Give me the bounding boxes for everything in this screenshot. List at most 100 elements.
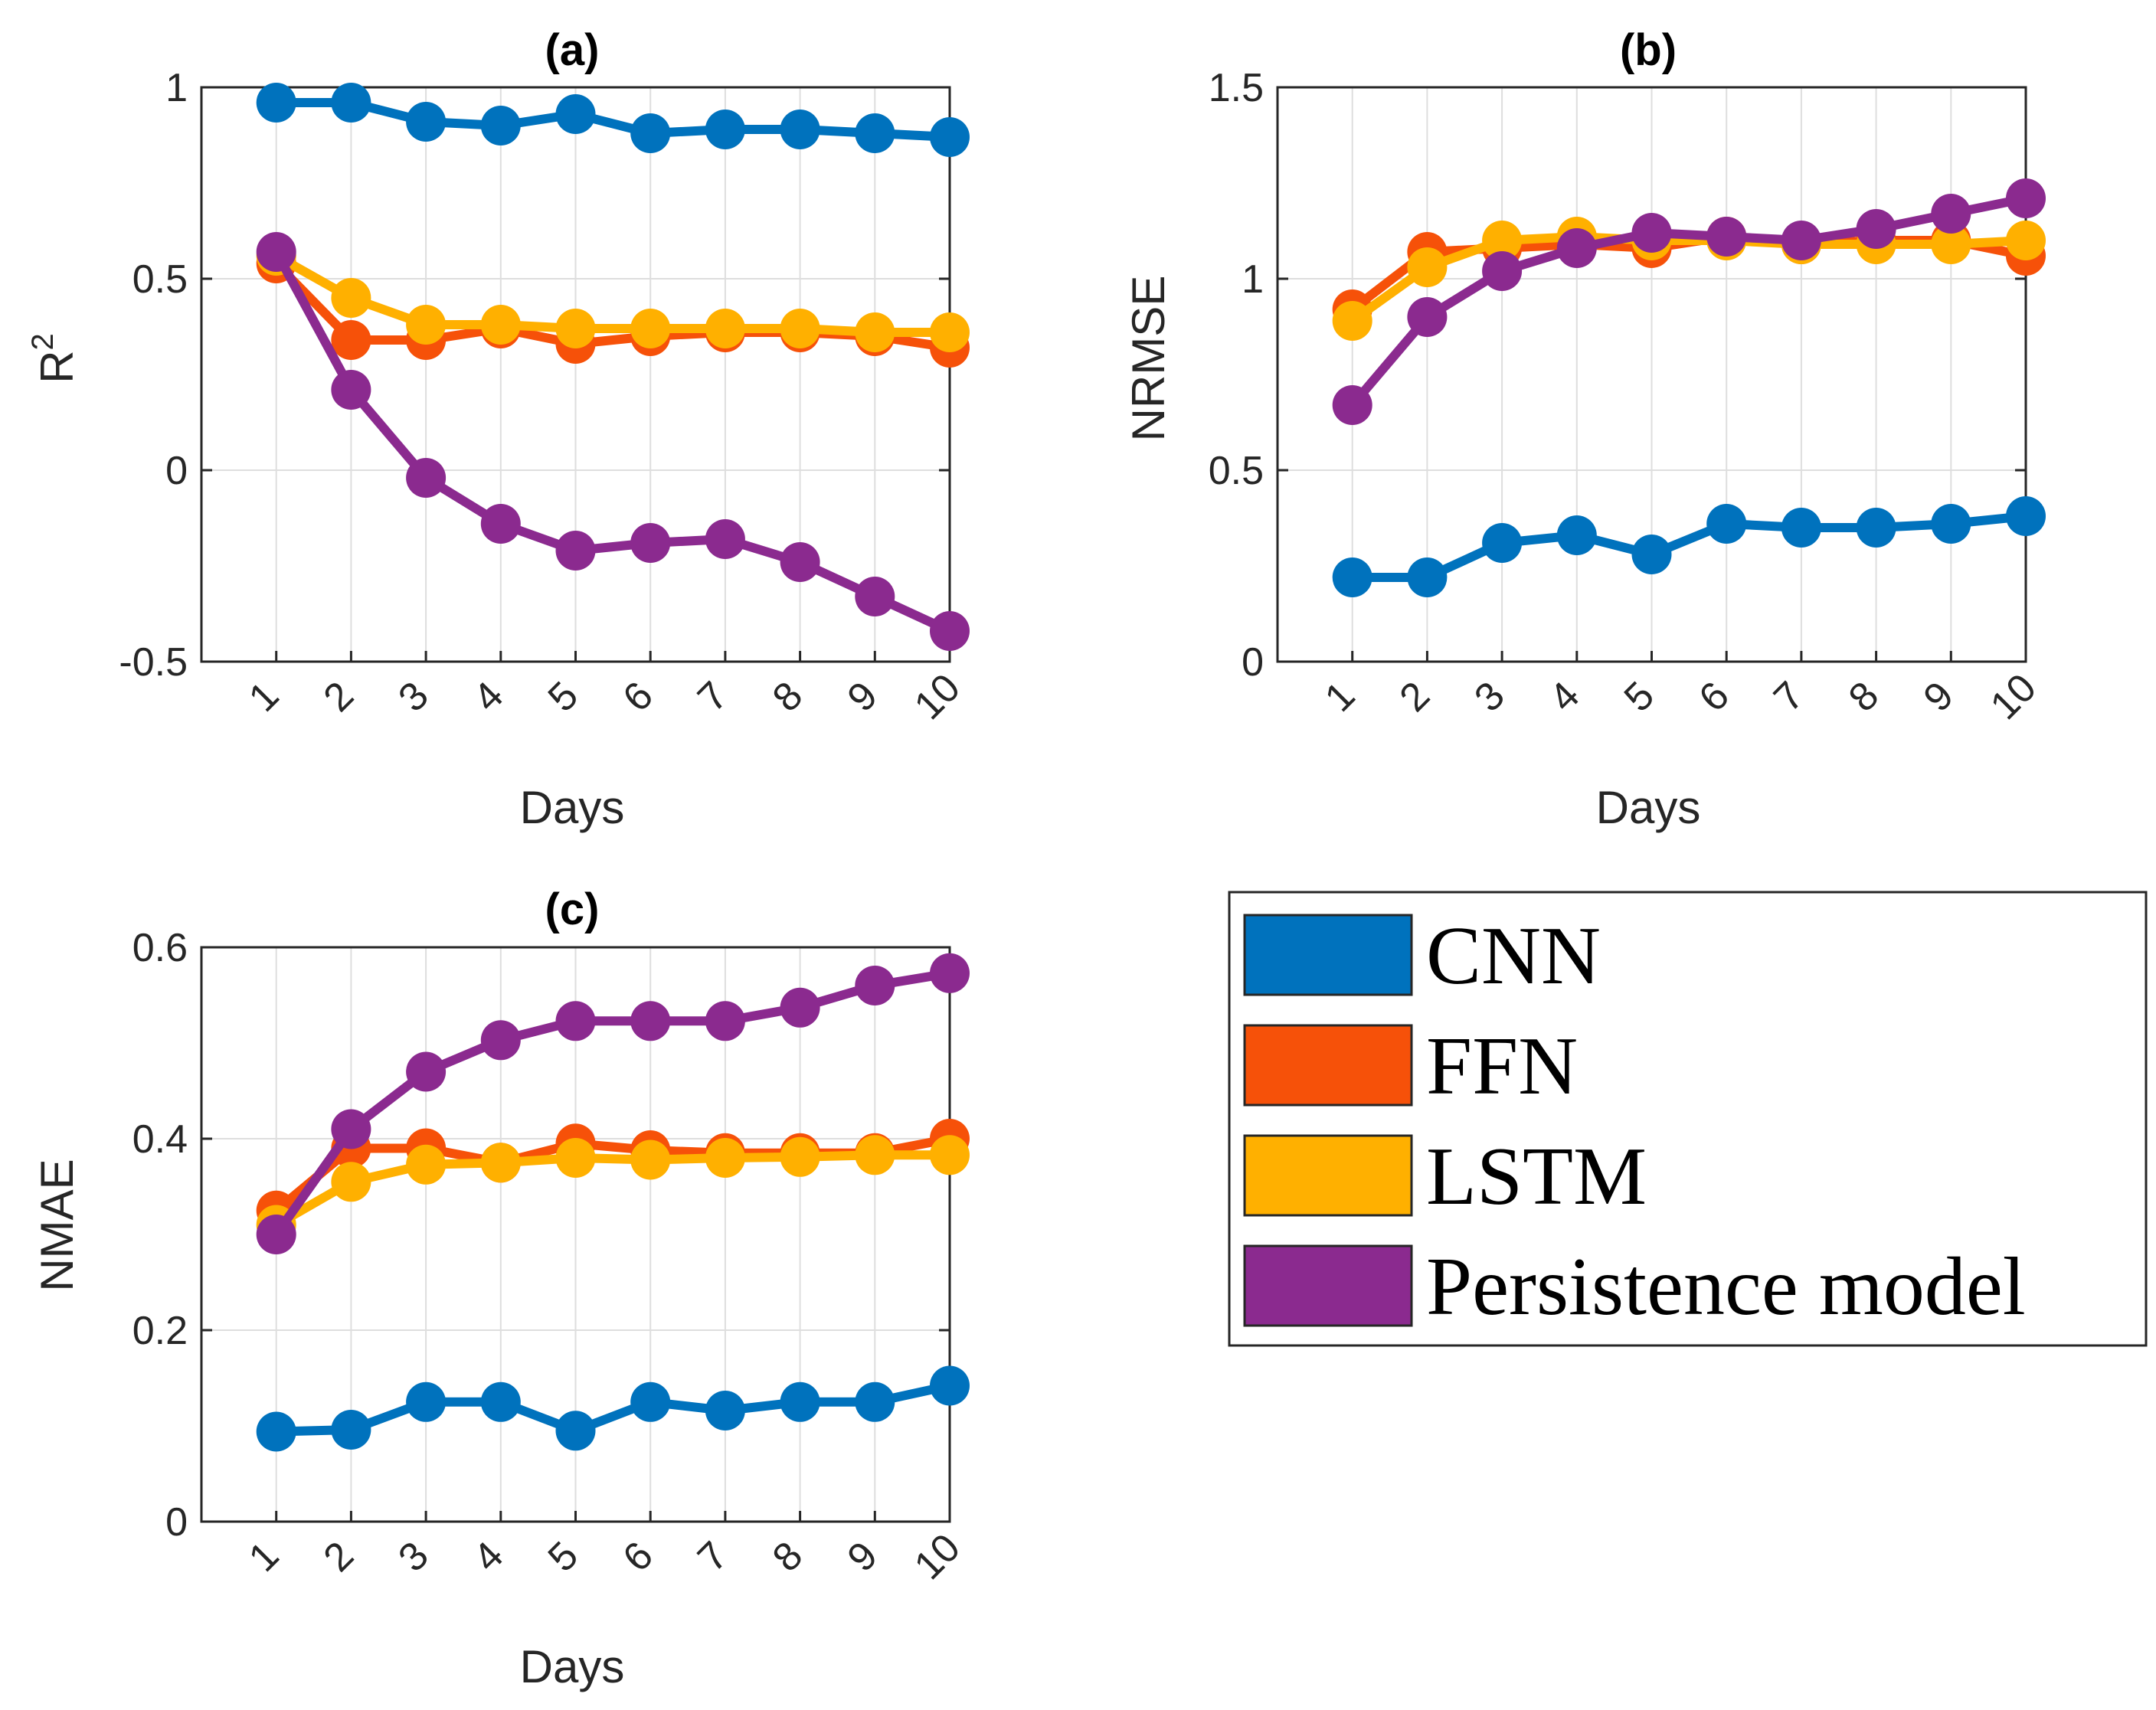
panel-a-point-persistence-model: [480, 504, 521, 544]
panel-b-point-persistence-model: [1931, 194, 1971, 234]
panel-a-xlabel: Days: [520, 782, 625, 833]
panel-a-point-lstm: [855, 312, 895, 352]
panel-b-point-persistence-model: [1631, 213, 1672, 253]
panel-b-point-lstm: [1482, 221, 1523, 260]
panel-a-point-cnn: [930, 117, 970, 157]
panel-a-xtick-label: 2: [316, 673, 362, 720]
panel-a-ytick-label: -0.5: [119, 640, 188, 685]
panel-b-xtick-label: 8: [1840, 673, 1887, 720]
panel-a-xtick-label: 4: [465, 673, 512, 720]
panel-a-ytick-label: 1: [165, 66, 188, 110]
panel-b-point-cnn: [1556, 515, 1597, 555]
panel-b-point-persistence-model: [1482, 251, 1523, 291]
panel-a-series-line-cnn: [271, 98, 954, 142]
panel-b-ytick-label: 0.5: [1209, 449, 1264, 493]
panel-a-point-cnn: [780, 110, 820, 149]
panel-b-point-persistence-model: [1332, 385, 1372, 425]
panel-b-point-cnn: [1482, 523, 1523, 563]
panel-c-xtick-label: 1: [240, 1533, 287, 1580]
panel-c-point-lstm: [406, 1144, 447, 1185]
panel-a-series-line-lstm: [271, 251, 954, 337]
panel-a-point-lstm: [630, 309, 671, 348]
panel-c-point-persistence-model: [256, 1215, 296, 1254]
legend-label-ffn: FFN: [1426, 1021, 1578, 1112]
panel-b-ticks: 00.511.51 2 3 4 5 6 7 8 9 10: [1209, 66, 2045, 728]
panel-a-ticks: -0.500.511 2 3 4 5 6 7 8 9 10: [119, 66, 969, 728]
panel-a-point-persistence-model: [705, 519, 745, 559]
panel-c-point-cnn: [705, 1391, 745, 1430]
panel-c-title: (c): [545, 884, 600, 934]
panel-a: (a) R2 Days -0.500.511 2 3 4 5 6 7 8 9 10: [26, 25, 970, 833]
panel-a-ytick-label: 0.5: [133, 257, 188, 302]
panel-c-xtick-label: 8: [764, 1533, 811, 1580]
panel-b-ytick-label: 0: [1242, 640, 1264, 685]
panel-c-point-cnn: [780, 1381, 820, 1422]
panel-a-point-lstm: [480, 305, 521, 345]
panel-b-axes-box: [1276, 86, 2027, 663]
panel-a-point-cnn: [406, 102, 447, 142]
panel-c-point-lstm: [630, 1139, 671, 1180]
panel-b-point-cnn: [1856, 508, 1896, 548]
panel-c-point-lstm: [855, 1135, 895, 1175]
panel-c-point-persistence-model: [406, 1051, 447, 1092]
panel-c-point-cnn: [630, 1381, 671, 1422]
panel-b-point-cnn: [1706, 504, 1747, 544]
panel-a-point-lstm: [555, 309, 596, 348]
panel-b-point-cnn: [1781, 508, 1821, 548]
panel-b-point-lstm: [2006, 221, 2046, 260]
panel-a-series: [256, 83, 970, 651]
panel-c-xtick-label: 9: [839, 1533, 886, 1580]
panel-b-point-cnn: [1332, 557, 1372, 597]
panel-a-point-cnn: [555, 94, 596, 134]
panel-c-series-line-cnn: [271, 1381, 954, 1437]
panel-a-series-line-persistence-model: [271, 247, 954, 636]
panel-b-point-persistence-model: [1856, 209, 1896, 249]
panel-c-series-line-lstm: [271, 1150, 954, 1230]
panel-b-ytick-label: 1.5: [1209, 66, 1264, 110]
panel-b-xtick-label: 9: [1916, 673, 1962, 720]
panel-a-point-persistence-model: [855, 577, 895, 616]
panel-c-xtick-label: 10: [906, 1525, 969, 1588]
panel-b-xtick-label: 5: [1616, 673, 1663, 720]
panel-a-point-cnn: [331, 83, 371, 123]
panel-a-ylabel-base: R: [31, 350, 83, 383]
panel-b-series-line-persistence-model: [1347, 194, 2030, 410]
panel-a-point-persistence-model: [406, 458, 447, 498]
panel-a-point-persistence-model: [555, 531, 596, 571]
panel-a-point-lstm: [930, 312, 970, 352]
panel-a-ylabel-sup: 2: [26, 333, 60, 350]
panel-c-point-lstm: [780, 1136, 820, 1177]
panel-b-point-cnn: [1931, 504, 1971, 544]
panel-c-point-cnn: [855, 1381, 895, 1422]
panel-b-point-lstm: [1332, 301, 1372, 341]
panel-a-point-cnn: [855, 113, 895, 153]
panel-c-axes-box: [200, 946, 951, 1523]
panel-c-point-cnn: [331, 1410, 371, 1450]
panel-a-point-lstm: [331, 278, 371, 318]
panel-c-point-persistence-model: [331, 1109, 371, 1149]
panel-c-point-cnn: [480, 1381, 521, 1422]
panel-c-xtick-label: 7: [689, 1533, 736, 1580]
panel-c-ytick-label: 0: [165, 1500, 188, 1545]
panel-b-title: (b): [1620, 25, 1677, 75]
panel-c-point-persistence-model: [630, 1001, 671, 1041]
panel-b-ytick-label: 1: [1242, 257, 1264, 302]
panel-b-xlabel: Days: [1596, 782, 1701, 833]
legend-swatch-ffn: [1243, 1024, 1413, 1107]
panel-c-point-lstm: [480, 1143, 521, 1183]
legend-label-cnn: CNN: [1426, 911, 1601, 1002]
panel-b-series-line-lstm: [1347, 232, 2030, 325]
panel-a-xtick-label: 9: [839, 673, 886, 720]
panel-c-point-cnn: [555, 1411, 596, 1451]
panel-b-point-lstm: [1931, 224, 1971, 264]
panel-a-xtick-label: 8: [764, 673, 811, 720]
panel-c-point-persistence-model: [855, 966, 895, 1005]
legend-label-lstm: LSTM: [1426, 1131, 1647, 1222]
panel-a-point-cnn: [705, 110, 745, 149]
panel-c-ytick-label: 0.2: [133, 1309, 188, 1353]
panel-b-xtick-label: 2: [1392, 673, 1438, 720]
panel-a-point-persistence-model: [256, 232, 296, 272]
panel-b-point-lstm: [1407, 247, 1448, 287]
panel-b: (b) NRMSE Days 00.511.51 2 3 4 5 6 7 8 9 10: [1123, 25, 2046, 833]
